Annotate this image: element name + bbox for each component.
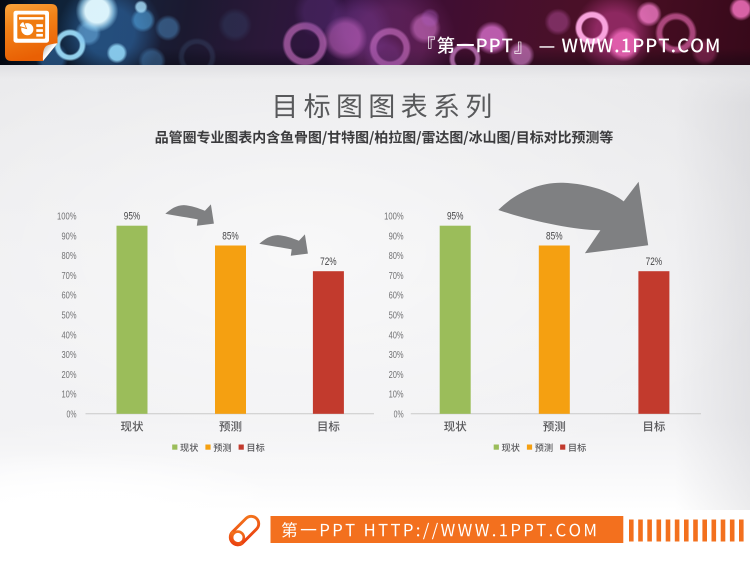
- svg-text:0%: 0%: [67, 409, 77, 421]
- svg-text:20%: 20%: [389, 369, 404, 381]
- svg-text:40%: 40%: [62, 329, 77, 341]
- svg-text:100%: 100%: [57, 211, 77, 223]
- svg-text:95%: 95%: [447, 211, 464, 223]
- svg-text:72%: 72%: [646, 256, 663, 268]
- svg-text:0%: 0%: [394, 409, 404, 421]
- svg-text:60%: 60%: [62, 290, 77, 302]
- svg-text:50%: 50%: [389, 310, 404, 322]
- svg-text:95%: 95%: [124, 211, 141, 223]
- svg-text:72%: 72%: [320, 256, 337, 268]
- svg-text:100%: 100%: [384, 211, 404, 223]
- svg-text:70%: 70%: [389, 270, 404, 282]
- svg-text:70%: 70%: [62, 270, 77, 282]
- svg-text:40%: 40%: [389, 329, 404, 341]
- svg-text:50%: 50%: [62, 310, 77, 322]
- svg-text:80%: 80%: [62, 250, 77, 262]
- svg-text:20%: 20%: [62, 369, 77, 381]
- svg-text:30%: 30%: [389, 349, 404, 361]
- svg-text:10%: 10%: [62, 389, 77, 401]
- svg-text:90%: 90%: [62, 230, 77, 242]
- svg-text:60%: 60%: [389, 290, 404, 302]
- svg-text:85%: 85%: [222, 230, 239, 242]
- svg-text:80%: 80%: [389, 250, 404, 262]
- svg-text:10%: 10%: [389, 389, 404, 401]
- svg-text:90%: 90%: [389, 230, 404, 242]
- svg-text:30%: 30%: [62, 349, 77, 361]
- svg-text:85%: 85%: [546, 230, 563, 242]
